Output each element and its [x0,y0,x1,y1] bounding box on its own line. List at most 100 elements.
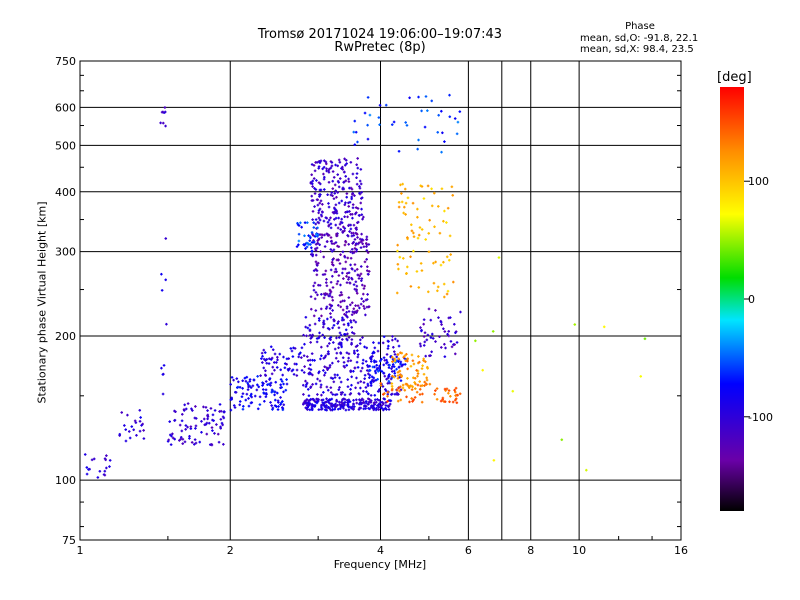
data-point [273,352,277,356]
data-point [400,351,404,355]
data-point [427,232,431,235]
data-point [337,320,340,323]
data-point [297,232,301,236]
data-point [182,408,186,411]
data-point [449,395,452,398]
data-point [361,398,365,402]
data-point [233,406,237,409]
data-point [372,376,376,380]
data-point [315,179,318,182]
data-point [270,390,274,394]
data-point [305,241,309,245]
data-point [341,391,344,394]
data-point [105,454,108,457]
data-point [336,407,340,411]
data-point [323,371,327,375]
data-point [430,187,433,191]
data-point [338,177,342,180]
data-point [341,168,345,171]
data-point [317,181,321,184]
data-point [355,172,359,175]
data-point [412,231,415,235]
data-point [366,251,370,254]
data-point [319,213,323,217]
data-point [345,162,348,165]
data-point [218,403,222,406]
data-point [398,373,402,376]
data-point [403,205,406,209]
data-point [362,287,366,290]
data-point [238,400,242,403]
data-point [413,381,416,384]
data-point [310,194,314,198]
data-point [351,172,355,176]
data-point [262,391,265,395]
data-point [364,298,368,302]
data-point [406,357,409,361]
data-point [171,432,174,436]
data-point [307,372,311,375]
data-point [405,352,408,356]
data-point [349,320,353,324]
data-point [314,382,318,386]
data-point [335,351,339,355]
data-point [360,191,363,194]
data-point [326,368,329,371]
data-point [403,363,407,366]
data-point [359,182,363,186]
data-point [326,388,330,392]
data-point [322,369,325,372]
data-point [341,271,344,275]
data-point [318,331,321,335]
data-point [310,231,314,234]
data-point [324,400,328,404]
data-point [318,195,321,198]
data-point [425,376,428,380]
data-point [276,408,280,411]
data-point [246,388,250,391]
data-point [372,341,375,344]
data-point [334,163,337,167]
data-point [210,426,214,429]
data-point [386,394,389,398]
data-point [241,407,245,411]
data-point [313,322,317,326]
data-point [425,383,428,386]
data-point [398,376,402,379]
data-point [380,404,384,407]
data-point [336,360,340,363]
data-point [361,283,364,287]
data-point [419,184,422,188]
data-point [366,265,369,268]
data-point [387,404,391,408]
data-point [339,305,343,309]
data-point [312,240,316,244]
data-point [331,194,334,198]
data-point [348,281,352,285]
data-point [317,216,321,220]
data-point [248,380,252,383]
data-point [418,226,422,229]
data-point [330,304,334,307]
data-point [377,341,381,345]
data-point [340,217,343,221]
data-point [311,182,314,186]
data-point [342,180,346,184]
data-point [322,165,326,169]
data-point [241,379,244,383]
data-point [454,390,457,394]
data-point [422,372,426,376]
data-point [202,405,205,409]
data-point [424,238,427,241]
data-point [355,163,358,167]
data-point [339,300,342,304]
data-point [303,221,307,224]
data-point [314,253,318,257]
data-point [343,243,347,247]
data-point [304,379,307,383]
data-point [230,376,234,379]
data-point [279,386,282,390]
data-point [324,292,327,295]
data-point [352,250,356,254]
